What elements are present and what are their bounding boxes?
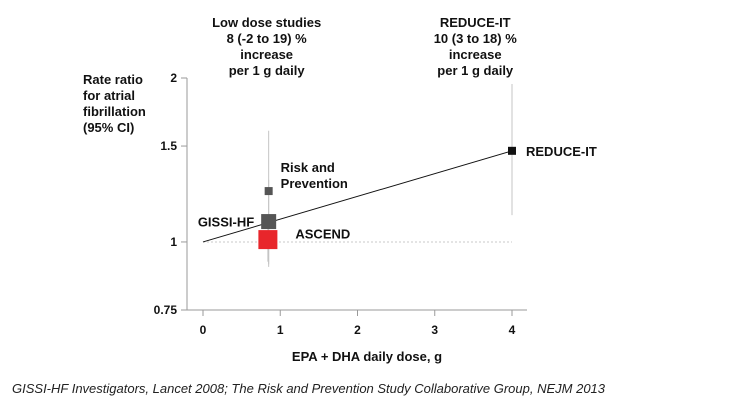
point-label: Risk and bbox=[281, 160, 335, 175]
y-axis-label-line: for atrial bbox=[83, 88, 135, 103]
point-marker bbox=[261, 214, 277, 230]
point-marker bbox=[258, 230, 278, 250]
y-axis-label-line: fibrillation bbox=[83, 104, 146, 119]
annotation-line: 8 (-2 to 19) % bbox=[227, 31, 308, 46]
y-axis-label-line: Rate ratio bbox=[83, 72, 143, 87]
trend-line bbox=[202, 150, 513, 243]
point-label: ASCEND bbox=[295, 227, 350, 242]
annotation-line: 10 (3 to 18) % bbox=[434, 31, 518, 46]
x-axis-label: EPA + DHA daily dose, g bbox=[292, 349, 442, 364]
y-tick-label: 2 bbox=[170, 71, 177, 85]
citation: GISSI-HF Investigators, Lancet 2008; The… bbox=[12, 381, 606, 396]
annotation-line: per 1 g daily bbox=[437, 63, 514, 78]
annotation-line: increase bbox=[449, 47, 502, 62]
point-label: GISSI-HF bbox=[198, 215, 254, 230]
annotation-line: Low dose studies bbox=[212, 15, 321, 30]
annotation-line: increase bbox=[240, 47, 293, 62]
x-tick-label: 0 bbox=[200, 323, 207, 337]
annotation-line: REDUCE-IT bbox=[440, 15, 511, 30]
y-tick-label: 1.5 bbox=[160, 139, 177, 153]
point-marker bbox=[508, 146, 516, 155]
point-marker bbox=[264, 187, 273, 196]
y-tick-label: 0.75 bbox=[154, 303, 178, 317]
y-axis-label-line: (95% CI) bbox=[83, 120, 134, 135]
x-tick-label: 4 bbox=[509, 323, 516, 337]
x-tick-label: 2 bbox=[354, 323, 361, 337]
x-tick-label: 1 bbox=[277, 323, 284, 337]
annotation-line: per 1 g daily bbox=[229, 63, 306, 78]
point-label: Prevention bbox=[281, 176, 348, 191]
y-tick-label: 1 bbox=[170, 235, 177, 249]
point-label: REDUCE-IT bbox=[526, 144, 597, 159]
x-tick-label: 3 bbox=[431, 323, 438, 337]
